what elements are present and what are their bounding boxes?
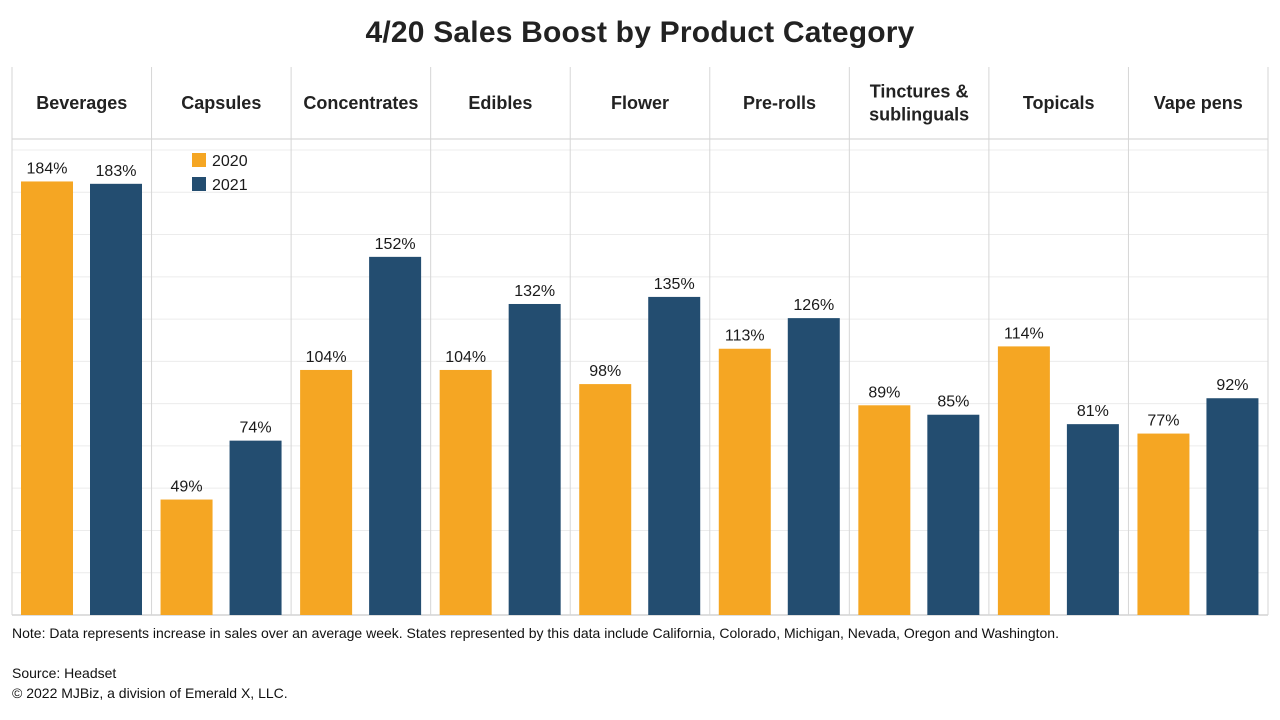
data-label: 152%	[375, 236, 416, 253]
legend-swatch	[192, 177, 206, 191]
data-label: 85%	[937, 394, 969, 411]
legend-label: 2021	[212, 177, 248, 194]
bar-2021	[927, 414, 980, 615]
category-label: Concentrates	[303, 93, 418, 113]
category-label: Topicals	[1023, 93, 1095, 113]
bar-2020	[21, 181, 73, 615]
bar-2020	[858, 405, 911, 615]
category-label: Pre-rolls	[743, 93, 816, 113]
data-label: 132%	[514, 283, 555, 300]
chart-source: Source: Headset	[12, 665, 117, 681]
bar-2020	[160, 499, 213, 615]
category-label: Tinctures & sublinguals	[869, 82, 969, 125]
bar-2020	[718, 348, 771, 615]
bar-2021	[648, 296, 701, 615]
data-label: 89%	[868, 384, 900, 401]
bar-2021	[1206, 398, 1259, 615]
category-label: Capsules	[181, 93, 261, 113]
bar-2021	[229, 440, 282, 615]
category-label: Flower	[611, 93, 669, 113]
data-label: 135%	[654, 276, 695, 293]
bar-2020	[997, 346, 1050, 615]
chart-title: 4/20 Sales Boost by Product Category	[365, 16, 915, 49]
data-label: 81%	[1077, 403, 1109, 420]
data-label: 113%	[725, 328, 765, 345]
category-label: Edibles	[468, 93, 532, 113]
bar-2021	[508, 303, 561, 615]
chart-note: Note: Data represents increase in sales …	[12, 625, 1059, 641]
data-label: 126%	[793, 297, 834, 314]
bar-2021	[787, 318, 840, 615]
data-label: 74%	[240, 420, 272, 437]
data-label: 77%	[1147, 413, 1179, 430]
bar-2021	[1066, 424, 1119, 615]
data-label: 98%	[589, 363, 621, 380]
data-label: 49%	[171, 479, 203, 496]
data-label: 104%	[445, 349, 486, 366]
legend-swatch	[192, 153, 206, 167]
data-label: 114%	[1004, 325, 1044, 342]
category-label: Vape pens	[1154, 93, 1243, 113]
data-label: 92%	[1216, 377, 1248, 394]
bar-2020	[1137, 433, 1190, 615]
bar-2020	[439, 369, 492, 615]
data-label: 183%	[96, 163, 137, 180]
data-label: 104%	[306, 349, 347, 366]
legend-label: 2020	[212, 153, 248, 170]
chart-copyright: © 2022 MJBiz, a division of Emerald X, L…	[12, 685, 288, 701]
data-label: 184%	[27, 160, 68, 177]
bar-2021	[90, 183, 142, 615]
bar-2021	[369, 256, 422, 615]
category-label: Beverages	[36, 93, 127, 113]
bar-2020	[300, 369, 353, 615]
bar-2020	[579, 384, 632, 615]
